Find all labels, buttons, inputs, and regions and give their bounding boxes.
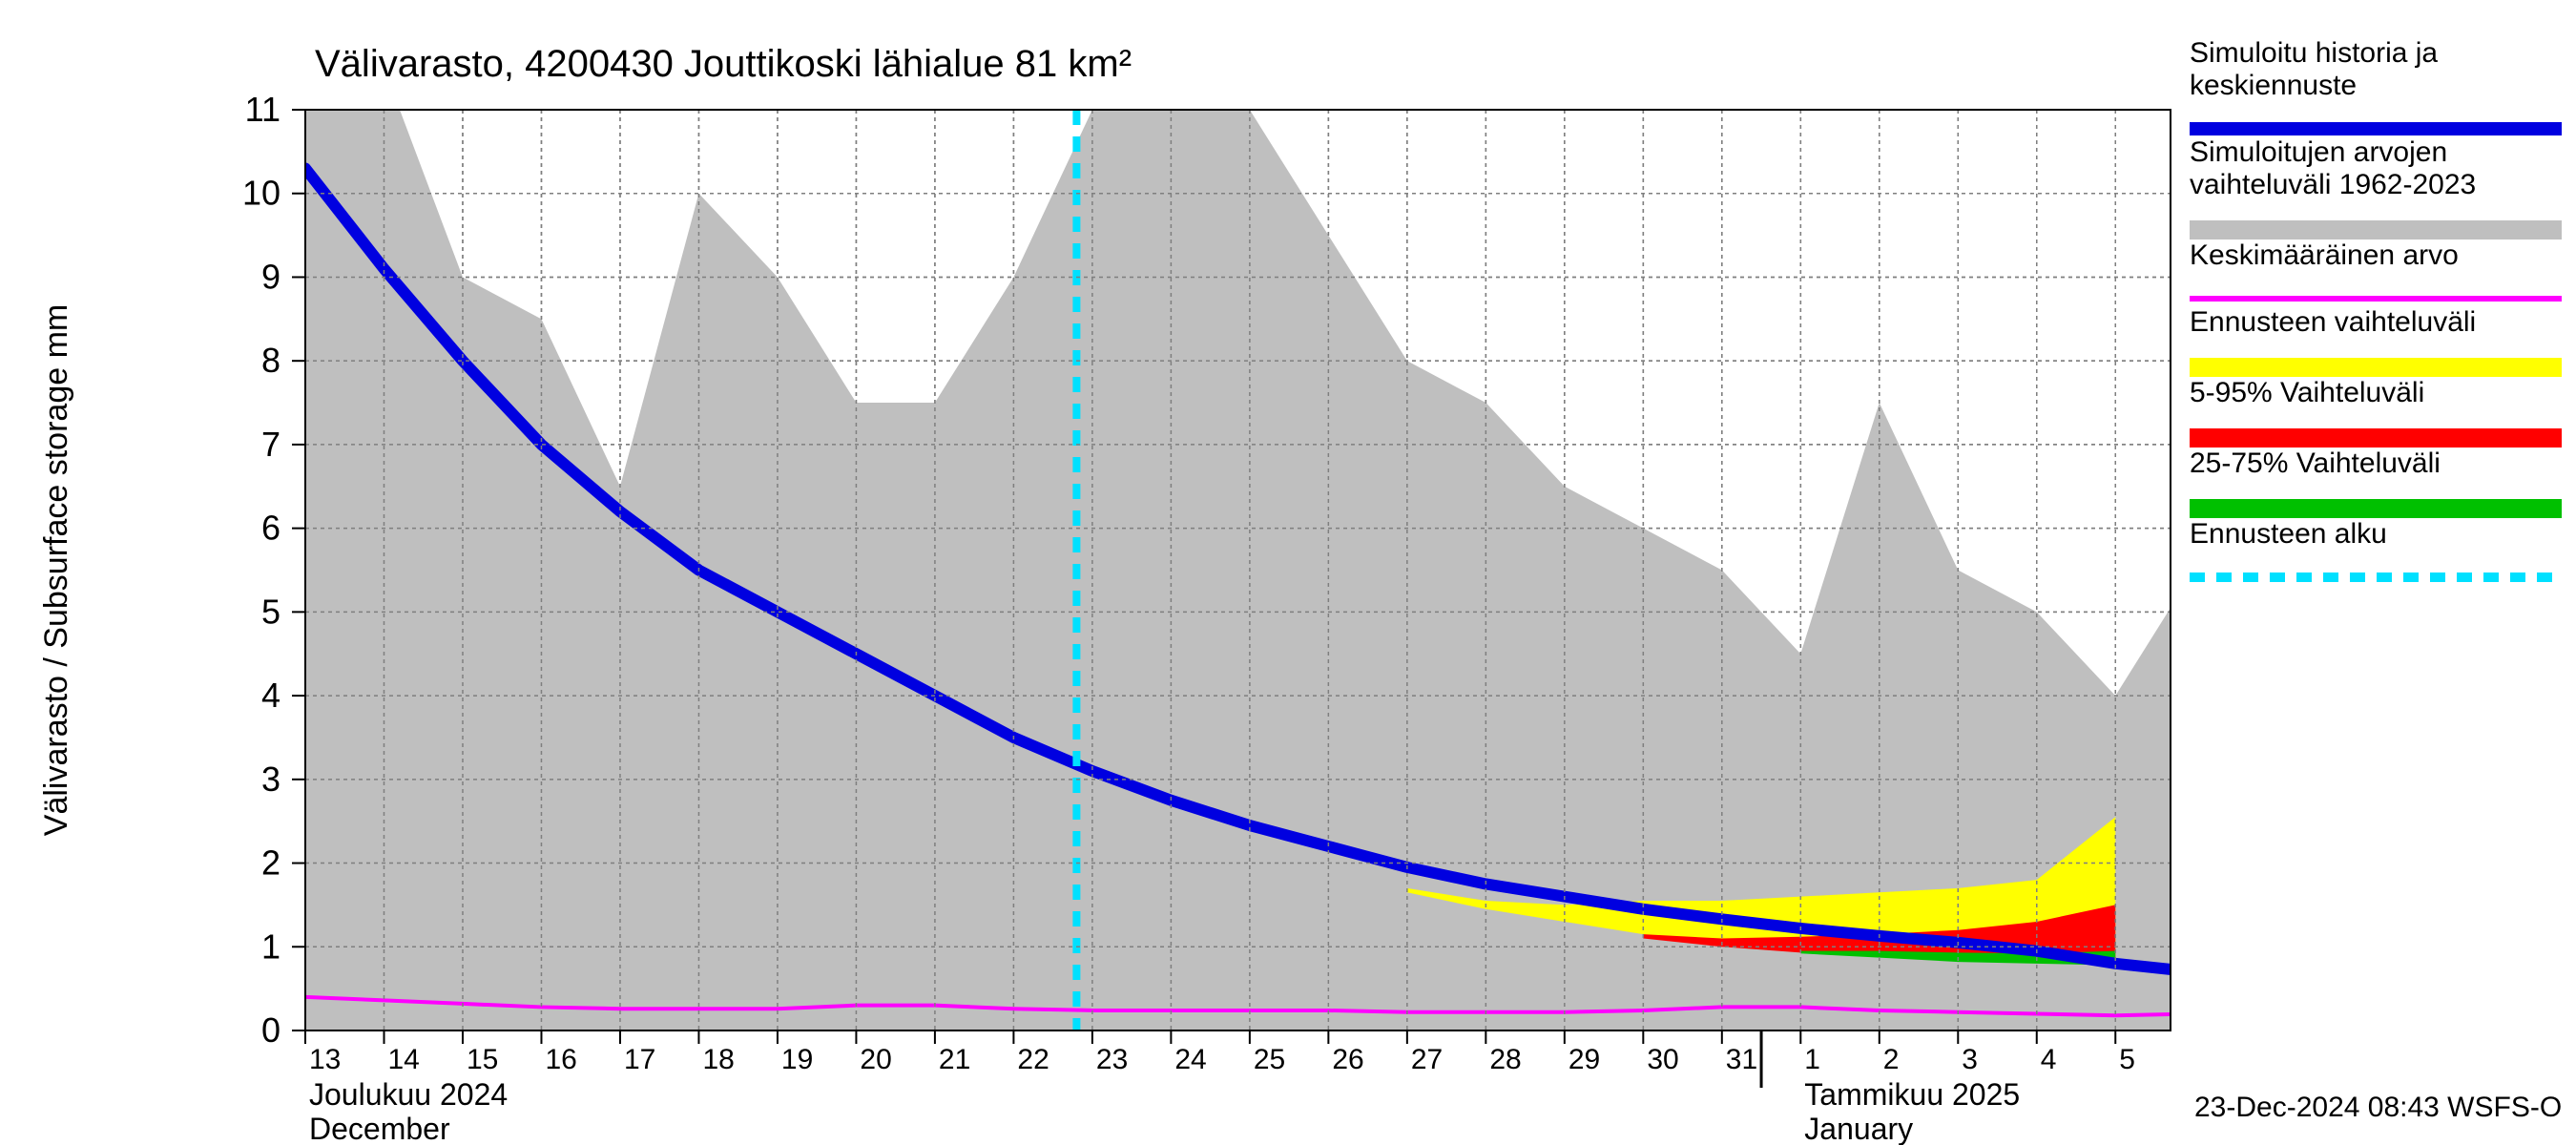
x-tick-label: 29 bbox=[1568, 1044, 1600, 1075]
x-tick-label: 16 bbox=[545, 1044, 576, 1075]
x-tick-label: 26 bbox=[1332, 1044, 1363, 1075]
x-tick-label: 4 bbox=[2041, 1044, 2057, 1075]
legend-swatch bbox=[2190, 428, 2562, 448]
x-tick-label: 5 bbox=[2119, 1044, 2135, 1075]
x-tick-label: 23 bbox=[1096, 1044, 1128, 1075]
x-tick-label: 17 bbox=[624, 1044, 655, 1075]
x-tick-label: 27 bbox=[1411, 1044, 1443, 1075]
y-tick-label: 10 bbox=[242, 174, 280, 213]
month-label: December bbox=[309, 1112, 450, 1145]
y-tick-label: 1 bbox=[261, 926, 280, 966]
legend-label: 5-95% Vaihteluväli bbox=[2190, 377, 2424, 408]
legend-label: Keskimääräinen arvo bbox=[2190, 239, 2459, 271]
x-tick-label: 30 bbox=[1647, 1044, 1678, 1075]
legend-label: Ennusteen alku bbox=[2190, 518, 2387, 550]
y-tick-label: 3 bbox=[261, 760, 280, 799]
x-tick-label: 24 bbox=[1174, 1044, 1206, 1075]
x-tick-label: 31 bbox=[1726, 1044, 1757, 1075]
legend-swatch bbox=[2190, 499, 2562, 518]
legend-swatch bbox=[2190, 220, 2562, 239]
x-tick-label: 21 bbox=[939, 1044, 970, 1075]
month-label: Tammikuu 2025 bbox=[1804, 1077, 2020, 1112]
y-tick-label: 2 bbox=[261, 843, 280, 883]
x-tick-label: 2 bbox=[1883, 1044, 1900, 1075]
x-tick-label: 13 bbox=[309, 1044, 341, 1075]
x-tick-label: 1 bbox=[1804, 1044, 1820, 1075]
chart-container: 0123456789101113141516171819202122232425… bbox=[0, 0, 2576, 1145]
x-tick-label: 19 bbox=[781, 1044, 813, 1075]
y-tick-label: 9 bbox=[261, 257, 280, 296]
x-tick-label: 3 bbox=[1962, 1044, 1978, 1075]
legend-swatch bbox=[2190, 358, 2562, 377]
month-label: Joulukuu 2024 bbox=[309, 1077, 508, 1112]
legend-label: Ennusteen vaihteluväli bbox=[2190, 306, 2476, 338]
y-axis-label: Välivarasto / Subsurface storage mm bbox=[38, 304, 74, 836]
month-label: January bbox=[1804, 1112, 1913, 1145]
y-tick-label: 4 bbox=[261, 676, 280, 715]
legend-label: Simuloitu historia ja bbox=[2190, 37, 2438, 69]
chart-svg: 0123456789101113141516171819202122232425… bbox=[0, 0, 2576, 1145]
x-tick-label: 20 bbox=[860, 1044, 891, 1075]
y-tick-label: 5 bbox=[261, 592, 280, 631]
footer-text: 23-Dec-2024 08:43 WSFS-O bbox=[2194, 1092, 2562, 1123]
legend-label: 25-75% Vaihteluväli bbox=[2190, 448, 2441, 479]
legend-label: vaihteluväli 1962-2023 bbox=[2190, 169, 2476, 200]
y-tick-label: 11 bbox=[245, 90, 280, 129]
y-tick-label: 0 bbox=[261, 1010, 280, 1050]
y-tick-label: 6 bbox=[261, 509, 280, 548]
x-tick-label: 22 bbox=[1017, 1044, 1049, 1075]
x-tick-label: 28 bbox=[1489, 1044, 1521, 1075]
y-tick-label: 7 bbox=[261, 425, 280, 464]
x-tick-label: 15 bbox=[467, 1044, 498, 1075]
legend-label: keskiennuste bbox=[2190, 70, 2357, 101]
x-tick-label: 14 bbox=[387, 1044, 419, 1075]
chart-title: Välivarasto, 4200430 Jouttikoski lähialu… bbox=[315, 43, 1132, 85]
legend-label: Simuloitujen arvojen bbox=[2190, 136, 2447, 168]
y-tick-label: 8 bbox=[261, 341, 280, 380]
x-tick-label: 18 bbox=[702, 1044, 734, 1075]
x-tick-label: 25 bbox=[1254, 1044, 1285, 1075]
